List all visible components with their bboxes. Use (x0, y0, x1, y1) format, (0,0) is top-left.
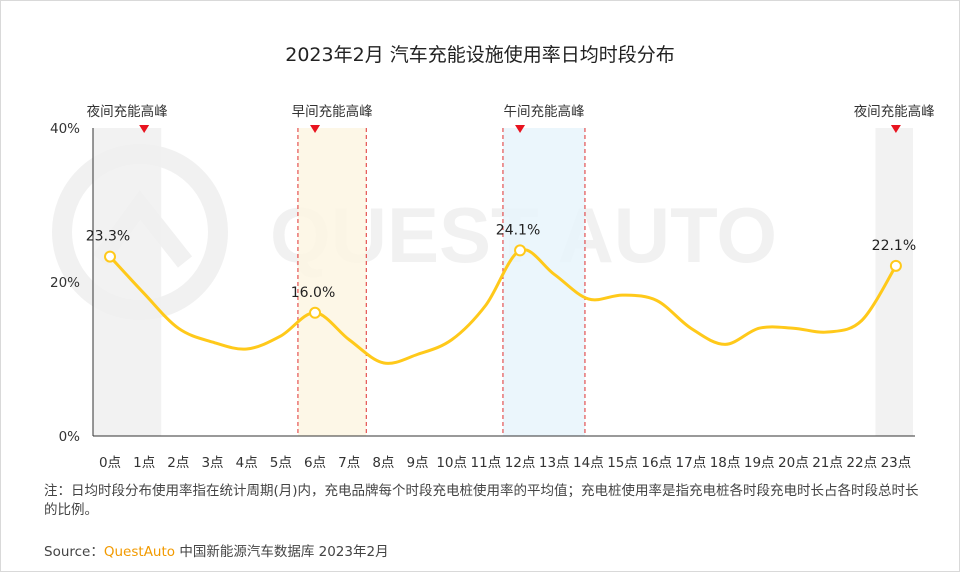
x-tick-label: 14点 (573, 455, 604, 471)
source-brand: QuestAuto (103, 544, 176, 560)
x-tick-label: 13点 (539, 455, 570, 471)
x-tick-label: 9点 (406, 455, 428, 471)
peak-arrow-icon (890, 125, 901, 133)
peak-band-label: 夜间充能高峰 (87, 103, 168, 120)
x-tick-label: 21点 (812, 455, 843, 471)
data-point (104, 250, 116, 263)
x-tick-label: 7点 (338, 455, 360, 471)
peak-band (297, 128, 367, 436)
x-tick-label: 6点 (304, 455, 326, 471)
x-tick-label: 0点 (99, 455, 121, 471)
data-point (889, 259, 902, 272)
x-tick-label: 19点 (744, 455, 775, 471)
y-tick-label: 0% (59, 429, 81, 445)
x-tick-label: 4点 (236, 455, 258, 471)
x-tick-label: 2点 (167, 455, 189, 471)
x-tick-label: 15点 (607, 455, 638, 471)
x-tick-label: 20点 (778, 455, 809, 471)
y-tick-label: 40% (50, 121, 80, 137)
peak-band (502, 128, 585, 436)
peak-band-label: 夜间充能高峰 (854, 103, 935, 120)
data-point (309, 306, 322, 319)
peak-band (875, 128, 913, 436)
x-tick-label: 8点 (372, 455, 394, 471)
x-tick-label: 10点 (436, 455, 467, 471)
x-tick-label: 5点 (270, 455, 292, 471)
x-tick-label: 11点 (471, 455, 502, 471)
x-tick-label: 16点 (641, 455, 672, 471)
data-label: 16.0% (291, 285, 335, 301)
series-line (108, 248, 898, 365)
x-tick-label: 1点 (133, 455, 155, 471)
source-line: Source：QuestAuto 中国新能源汽车数据库 2023年2月 (44, 540, 389, 560)
x-tick-label: 23点 (881, 455, 912, 471)
peak-band-label: 午间充能高峰 (503, 103, 584, 120)
y-tick-label: 20% (50, 275, 80, 291)
peak-arrow-icon (515, 125, 526, 133)
data-point (514, 244, 527, 257)
source-prefix: Source： (44, 544, 104, 560)
x-tick-label: 18点 (710, 455, 741, 471)
peak-arrow-icon (310, 125, 321, 133)
x-tick-label: 3点 (201, 455, 223, 471)
data-label: 24.1% (496, 222, 540, 238)
peak-band (92, 128, 162, 436)
peak-arrow-icon (139, 125, 150, 133)
x-tick-label: 17点 (676, 455, 707, 471)
data-label: 23.3% (86, 229, 130, 245)
footnote: 注：日均时段分布使用率指在统计周期(月)内，充电品牌每个时段充电桩使用率的平均值… (44, 483, 919, 518)
source-text: 中国新能源汽车数据库 2023年2月 (175, 544, 389, 560)
peak-band-label: 早间充能高峰 (292, 103, 373, 120)
x-tick-label: 22点 (846, 455, 877, 471)
data-label: 22.1% (872, 238, 916, 254)
chart-title: 2023年2月 汽车充能设施使用率日均时段分布 (285, 44, 675, 66)
x-tick-label: 12点 (505, 455, 536, 471)
